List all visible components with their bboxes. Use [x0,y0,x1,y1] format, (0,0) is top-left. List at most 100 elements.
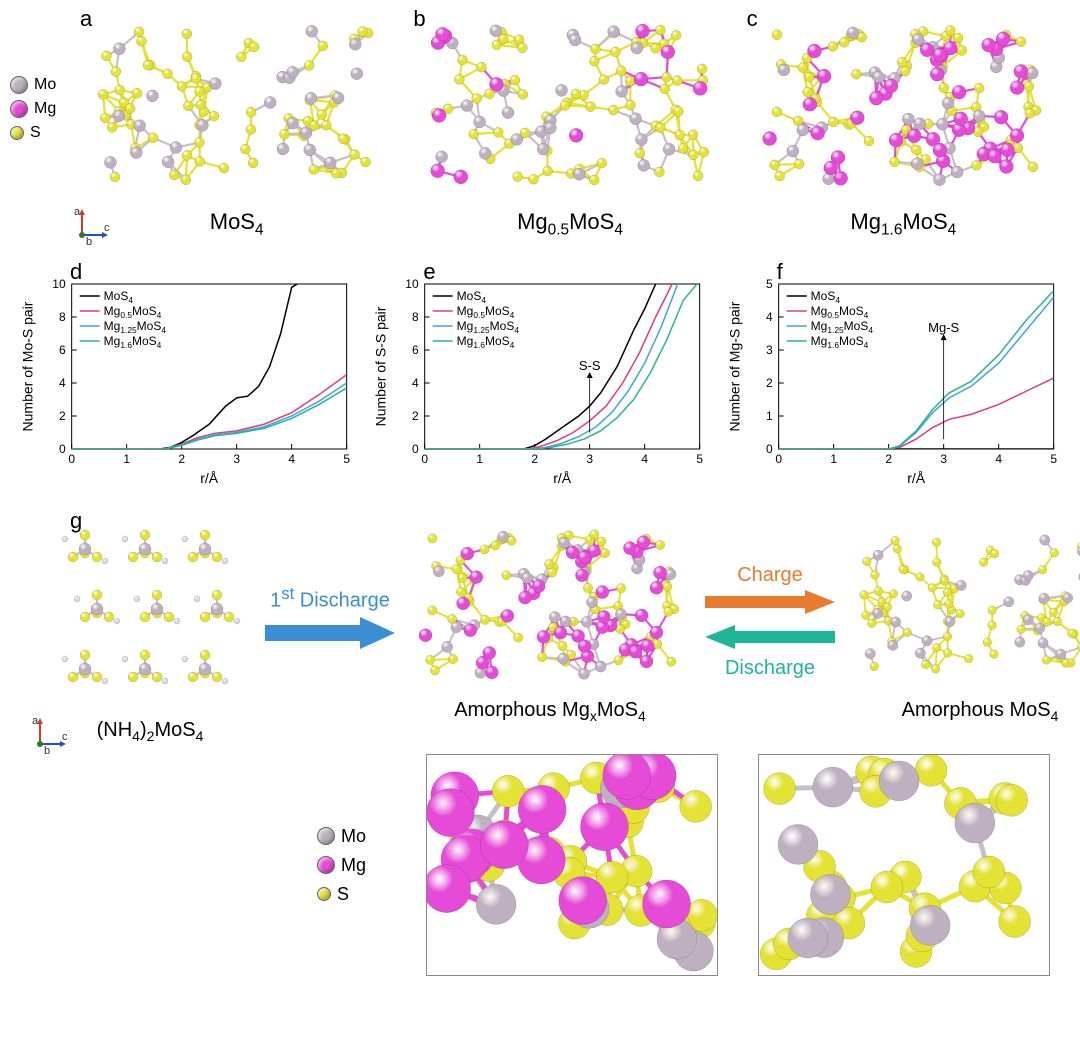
svg-text:2: 2 [766,376,773,390]
charge-label: Charge [700,564,840,587]
g-mid-caption: Amorphous MgxMoS4 [410,699,690,724]
svg-text:5: 5 [697,452,704,466]
chart-e-svg: 0123450246810r/ÅNumber of S-S pairS-SMoS… [363,269,716,489]
svg-text:4: 4 [59,376,66,390]
legend2-mo: Mo [317,826,366,847]
svg-text:Mg1.6MoS4: Mg1.6MoS4 [810,334,868,350]
svg-text:0: 0 [766,442,773,456]
legend2-s-label: S [337,884,349,905]
svg-text:r/Å: r/Å [907,470,926,486]
axis-indicator-bottom: a b c [30,714,70,754]
svg-text:Number of S-S pair: Number of S-S pair [373,307,389,427]
svg-text:Mg0.5MoS4: Mg0.5MoS4 [810,304,868,320]
g-right-caption: Amorphous MoS4 [850,699,1080,724]
panel-f-label: f [777,259,783,285]
discharge-label: Discharge [700,657,840,680]
svg-text:0: 0 [775,452,782,466]
svg-text:r/Å: r/Å [554,470,573,486]
mgxmos4-svg [410,514,690,694]
svg-text:0: 0 [422,452,429,466]
svg-text:3: 3 [587,452,594,466]
svg-text:5: 5 [343,452,350,466]
svg-text:8: 8 [412,310,419,324]
svg-text:2: 2 [59,409,66,423]
svg-text:1: 1 [766,409,773,423]
svg-text:4: 4 [995,452,1002,466]
arrow-first-discharge-icon [260,613,400,653]
svg-text:5: 5 [766,277,773,291]
svg-text:r/Å: r/Å [200,470,219,486]
legend-mg-label: Mg [34,100,56,118]
legend2-mg: Mg [317,855,366,876]
svg-text:3: 3 [766,343,773,357]
svg-text:Number of Mg-S pair: Number of Mg-S pair [726,302,742,432]
svg-text:S-S: S-S [579,358,601,373]
g-left-struct: (NH4)2MoS4 [50,514,250,744]
panel-f: f 012345012345r/ÅNumber of Mg-S pairMg-S… [717,269,1070,494]
svg-text:2: 2 [532,452,539,466]
s-dot [10,126,24,140]
charge-discharge-group: Charge Discharge [700,514,840,680]
panel-a: a MoS4 [70,10,403,239]
panel-g: g (NH4)2MoS4 1st Discharge Amorphous Mgx… [10,514,1070,976]
arrow-charge-icon [700,587,840,617]
svg-text:b: b [44,745,50,754]
mo-dot [10,76,28,94]
svg-text:0: 0 [59,442,66,456]
svg-text:3: 3 [940,452,947,466]
panel-d-label: d [70,259,82,285]
mg-dot [10,100,28,118]
panel-c-caption: Mg1.6MoS4 [737,209,1070,239]
svg-text:8: 8 [59,310,66,324]
panel-g-label: g [70,508,82,534]
struct-a-svg [87,10,387,200]
struct-c-svg [753,10,1053,200]
nh4-struct-svg [50,514,250,714]
panel-e-label: e [423,259,435,285]
panel-d: d 0123450246810r/ÅNumber of Mo-S pairMoS… [10,269,363,494]
svg-text:c: c [62,731,68,743]
g-left-caption: (NH4)2MoS4 [50,719,250,744]
legend2-s: S [317,884,366,905]
svg-text:Mg1.6MoS4: Mg1.6MoS4 [457,334,515,350]
svg-text:a: a [32,715,39,727]
amos4-svg [850,514,1080,694]
svg-text:4: 4 [288,452,295,466]
struct-b-svg [420,10,720,200]
legend2-mo-label: Mo [341,826,366,847]
chart-row: d 0123450246810r/ÅNumber of Mo-S pairMoS… [10,269,1070,494]
mo-dot-2 [317,827,335,845]
svg-text:1: 1 [477,452,484,466]
svg-text:6: 6 [412,343,419,357]
chart-f-svg: 012345012345r/ÅNumber of Mg-S pairMg-SMo… [717,269,1070,489]
figure-root: Mo Mg S a MoS4 b Mg0.5MoS4 c Mg1.6MoS4 a… [10,10,1070,976]
svg-text:c: c [104,222,110,234]
svg-text:Number of Mo-S pair: Number of Mo-S pair [20,302,36,432]
svg-text:10: 10 [406,277,420,291]
legend-mo-label: Mo [34,76,56,94]
svg-text:Mg0.5MoS4: Mg0.5MoS4 [457,304,515,320]
svg-text:2: 2 [412,409,419,423]
g-mid-struct: Amorphous MgxMoS4 [410,514,690,724]
svg-text:Mg1.6MoS4: Mg1.6MoS4 [104,334,162,350]
chart-d-svg: 0123450246810r/ÅNumber of Mo-S pairMoS4M… [10,269,363,489]
first-discharge-group: 1st Discharge [260,514,400,658]
panel-c: c Mg1.6MoS4 [737,10,1070,239]
svg-text:10: 10 [52,277,66,291]
s-dot-2 [317,887,331,901]
g-right-struct: Amorphous MoS4 [850,514,1080,724]
svg-text:1: 1 [830,452,837,466]
svg-text:5: 5 [1050,452,1057,466]
arrow-discharge-icon [700,622,840,652]
svg-text:Mg0.5MoS4: Mg0.5MoS4 [104,304,162,320]
axis-indicator-top: a b c [72,205,112,245]
svg-text:0: 0 [68,452,75,466]
panel-a-caption: MoS4 [70,209,403,239]
first-discharge-label: 1st Discharge [260,584,400,613]
atom-legend-bottom: Mo Mg S [317,754,366,976]
atom-legend-top: Mo Mg S [10,70,56,148]
svg-text:2: 2 [178,452,185,466]
closeup-mgxmos4 [426,754,718,976]
svg-text:a: a [74,206,81,218]
closeup-mos4 [758,754,1050,976]
